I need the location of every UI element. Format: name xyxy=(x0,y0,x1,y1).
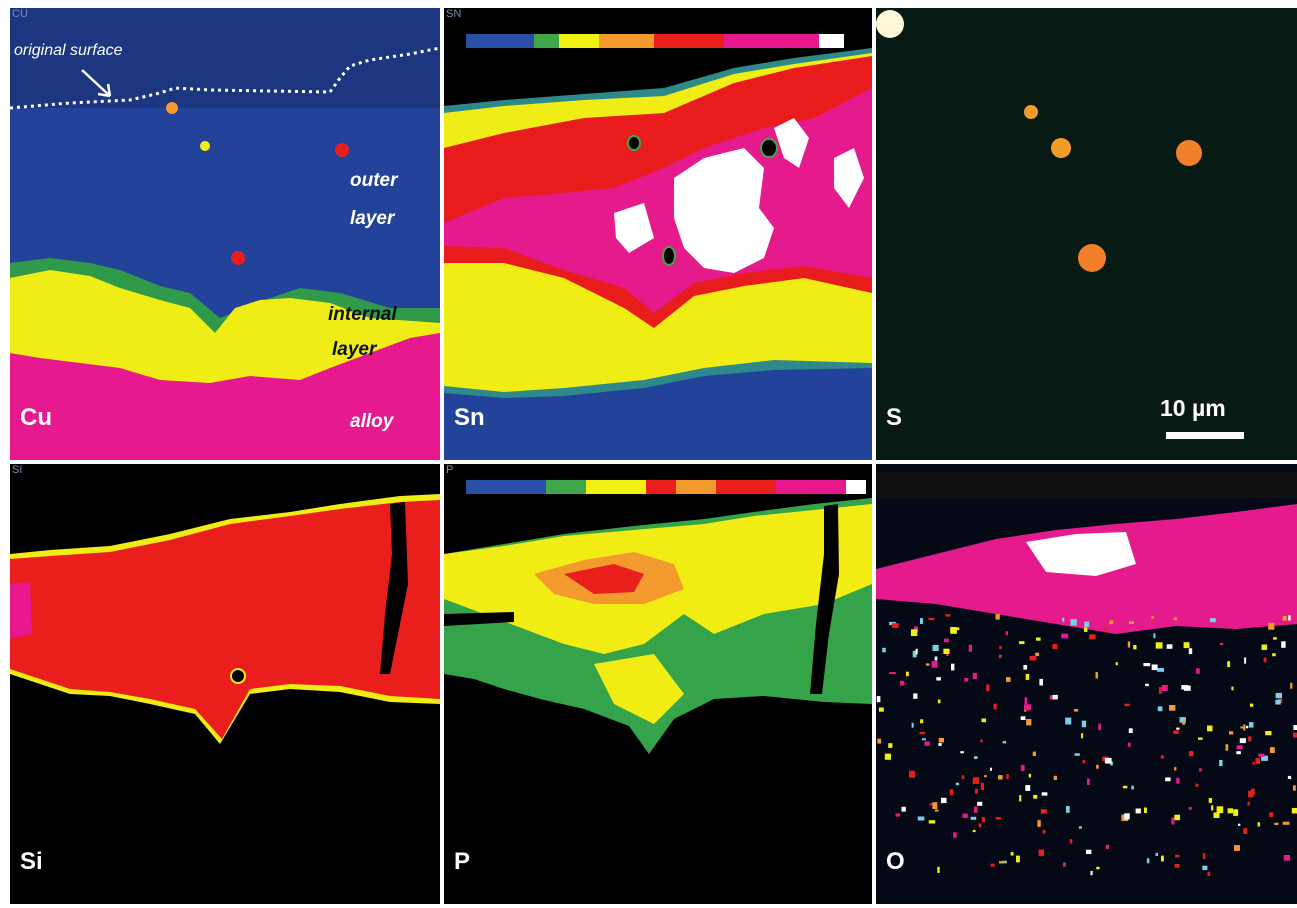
cu-map-image xyxy=(10,8,440,460)
panel-corner-label: P xyxy=(446,464,454,476)
p-map-panel: P P xyxy=(444,464,872,904)
internal-layer-label-line1: internal xyxy=(328,304,397,325)
si-map-image xyxy=(10,464,440,904)
si-map-panel: SI Si xyxy=(10,464,440,904)
element-label-o: O xyxy=(886,848,905,875)
scale-bar-label: 10 µm xyxy=(1160,395,1226,421)
sn-map-image xyxy=(444,8,872,460)
panel-corner-label: SI xyxy=(12,464,23,476)
alloy-label: alloy xyxy=(350,411,394,432)
panel-corner-label: SN xyxy=(446,8,462,20)
element-label-p: P xyxy=(454,848,471,875)
original-surface-label: original surface xyxy=(14,42,123,59)
element-label-sn: Sn xyxy=(454,404,485,431)
s-map-image xyxy=(876,8,1297,460)
sn-map-panel: SN Sn xyxy=(444,8,872,460)
o-map-image xyxy=(876,464,1297,904)
o-map-panel: O xyxy=(876,464,1297,904)
s-map-panel: S 10 µm xyxy=(876,8,1297,460)
outer-layer-label-line2: layer xyxy=(350,208,395,229)
scale-bar xyxy=(1166,432,1244,439)
element-label-si: Si xyxy=(20,848,43,875)
cu-map-panel: CU original surface outer layer internal… xyxy=(10,8,440,460)
panel-corner-label: CU xyxy=(12,8,28,20)
internal-layer-label-line2: layer xyxy=(332,339,377,360)
outer-layer-label-line1: outer xyxy=(350,170,398,191)
element-label-cu: Cu xyxy=(20,404,52,431)
element-label-s: S xyxy=(886,404,903,431)
p-map-image xyxy=(444,464,872,904)
